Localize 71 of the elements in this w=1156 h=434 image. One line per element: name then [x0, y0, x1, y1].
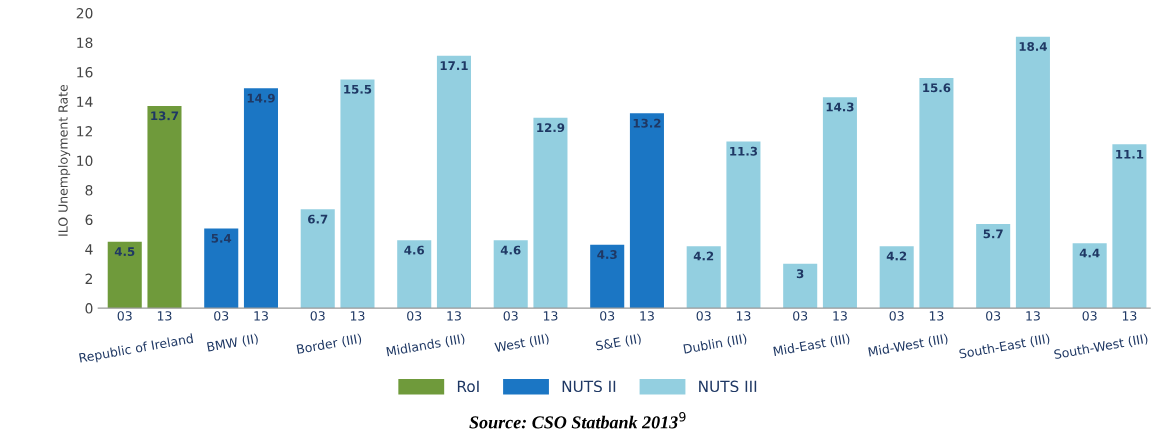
- data-label: 4.6: [404, 245, 425, 255]
- data-label: 5.7: [983, 229, 1003, 239]
- x-tick-label: 03: [889, 311, 904, 321]
- x-tick-label: 03: [117, 311, 132, 321]
- text: Mid-West (III): [868, 333, 949, 359]
- data-label: 11.3: [730, 146, 758, 156]
- data-label: 14.9: [247, 93, 275, 103]
- y-axis-title: ILO Unemployment Rate: [58, 84, 71, 236]
- data-label: 4.2: [693, 251, 714, 261]
- data-label: 4.6: [500, 245, 521, 255]
- legend-label: NUTS III: [699, 380, 757, 393]
- x-tick-label: 13: [640, 311, 654, 321]
- text: Dublin (III): [683, 333, 748, 356]
- x-tick-label: 13: [736, 311, 751, 321]
- y-tick-label: 16: [77, 67, 93, 78]
- data-label: 4.4: [1079, 248, 1100, 258]
- text: Republic of Ireland: [79, 333, 194, 366]
- x-tick-label: 03: [986, 311, 1001, 321]
- x-tick-label: 03: [793, 311, 808, 321]
- x-tick-label: 13: [350, 311, 365, 321]
- data-label: 11.1: [1116, 149, 1144, 159]
- x-tick-label: 03: [600, 311, 615, 321]
- x-tick-label: 13: [447, 311, 461, 321]
- x-tick-label: 13: [1026, 311, 1040, 321]
- x-tick-label: 03: [696, 311, 711, 321]
- y-tick-label: 14: [77, 96, 93, 107]
- y-tick-label: 8: [85, 185, 93, 196]
- data-label: 15.6: [923, 83, 951, 93]
- x-tick-label: 03: [407, 311, 422, 321]
- text: South-East (III): [958, 333, 1051, 361]
- x-tick-label: 03: [503, 311, 518, 321]
- data-label: 13.2: [633, 118, 661, 128]
- x-tick-label: 13: [833, 311, 847, 321]
- y-tick-label: 20: [76, 7, 93, 19]
- text: Mid-East (III): [773, 333, 851, 358]
- y-tick-label: 2: [85, 273, 93, 284]
- x-tick-label: 13: [929, 311, 944, 321]
- text: S&E (II): [595, 333, 642, 353]
- y-tick-label: 10: [77, 155, 93, 167]
- x-tick-label: 13: [254, 311, 268, 321]
- y-tick-label: 4: [85, 244, 93, 255]
- data-label: 5.4: [211, 233, 232, 243]
- data-label: 6.7: [308, 214, 328, 224]
- data-label: 4.3: [597, 250, 617, 259]
- text: BMW (II): [206, 333, 259, 354]
- data-label: 4.5: [114, 247, 135, 257]
- data-label: 3: [796, 269, 804, 279]
- x-tick-label: 13: [157, 311, 172, 321]
- legend-label: RoI: [457, 380, 479, 393]
- data-label: 13.7: [151, 111, 179, 121]
- data-label: 15.5: [344, 84, 372, 94]
- x-tick-label: 03: [1082, 311, 1097, 321]
- legend-label: NUTS II: [562, 380, 616, 393]
- data-label: 14.3: [826, 102, 854, 112]
- y-tick-label: 12: [77, 126, 93, 137]
- text: West (III): [494, 333, 550, 354]
- text: South-West (III): [1053, 333, 1149, 361]
- source-note: Source: CSO Statbank 2013$^{9}$: [469, 411, 686, 429]
- y-tick-label: 0: [85, 303, 93, 314]
- data-label: 18.4: [1019, 42, 1047, 51]
- data-label: 4.2: [886, 251, 907, 261]
- x-tick-label: 03: [214, 311, 229, 321]
- y-tick-label: 18: [77, 37, 93, 49]
- y-tick-label: 6: [85, 214, 93, 226]
- x-tick-label: 03: [310, 311, 325, 321]
- x-tick-label: 13: [1122, 311, 1137, 321]
- text: Midlands (III): [386, 333, 466, 358]
- text: Border (III): [296, 333, 362, 356]
- x-tick-label: 13: [543, 311, 558, 321]
- data-label: 12.9: [537, 123, 565, 133]
- data-label: 17.1: [440, 61, 468, 70]
